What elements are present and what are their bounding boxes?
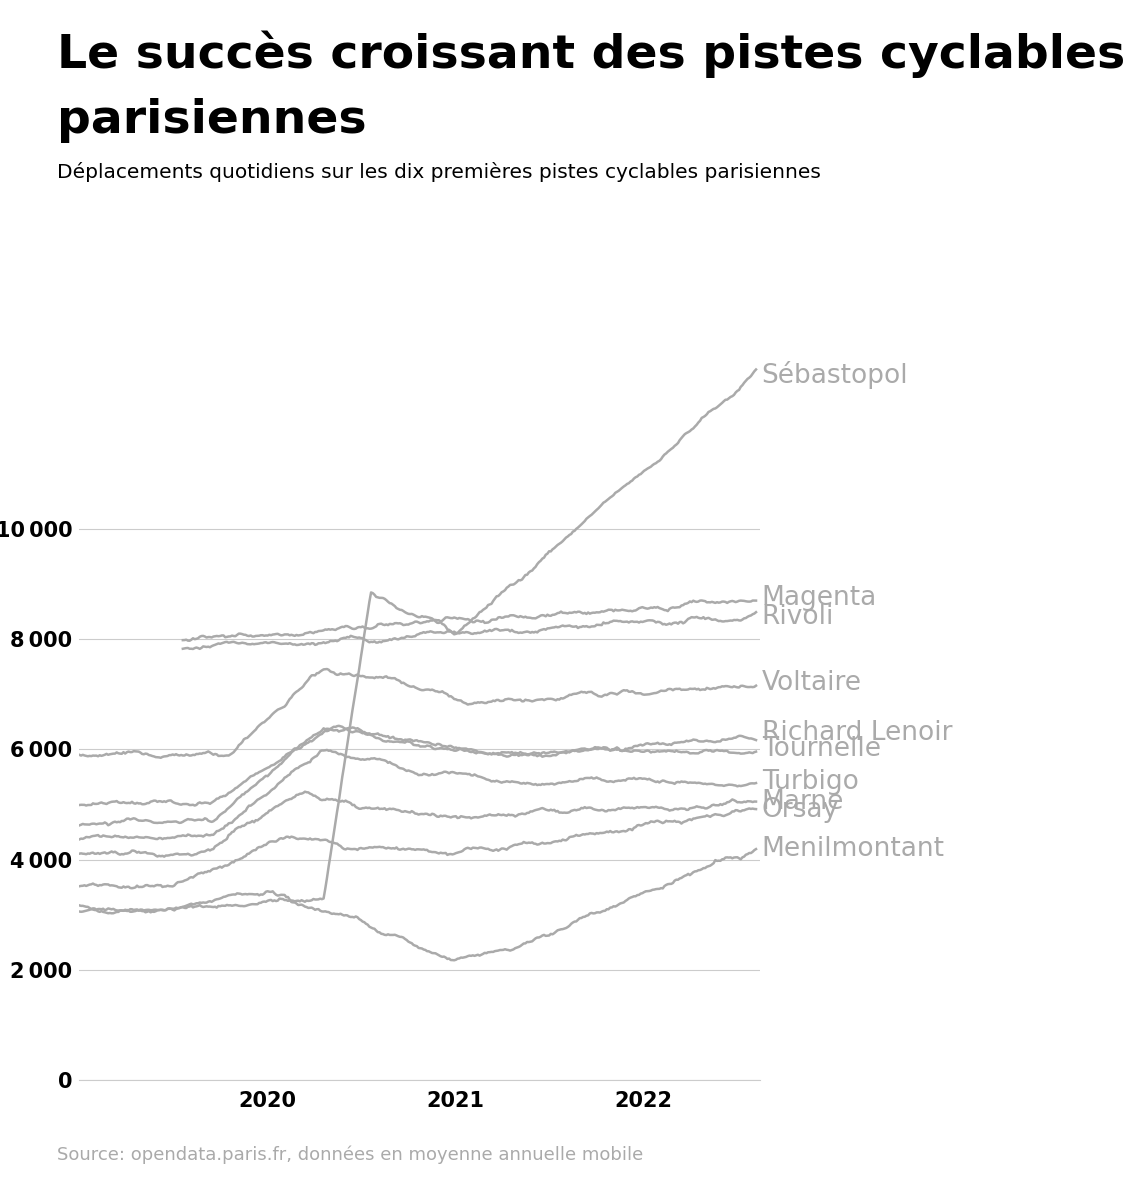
- Text: Source: opendata.paris.fr, données en moyenne annuelle mobile: Source: opendata.paris.fr, données en mo…: [57, 1146, 643, 1164]
- Text: Menilmontant: Menilmontant: [762, 835, 945, 862]
- Text: Marne: Marne: [762, 788, 844, 815]
- Text: Voltaire: Voltaire: [762, 670, 862, 696]
- Text: Le succès croissant des pistes cyclables: Le succès croissant des pistes cyclables: [57, 30, 1125, 78]
- Text: Rivoli: Rivoli: [762, 604, 833, 630]
- Text: Orsay: Orsay: [762, 797, 839, 823]
- Text: Sébastopol: Sébastopol: [762, 360, 908, 389]
- Text: Déplacements quotidiens sur les dix premières pistes cyclables parisiennes: Déplacements quotidiens sur les dix prem…: [57, 162, 821, 182]
- Text: Magenta: Magenta: [762, 584, 877, 611]
- Text: Richard Lenoir: Richard Lenoir: [762, 720, 953, 745]
- Text: Tournelle: Tournelle: [762, 737, 881, 762]
- Text: parisiennes: parisiennes: [57, 98, 366, 143]
- Text: Turbigo: Turbigo: [762, 769, 858, 796]
